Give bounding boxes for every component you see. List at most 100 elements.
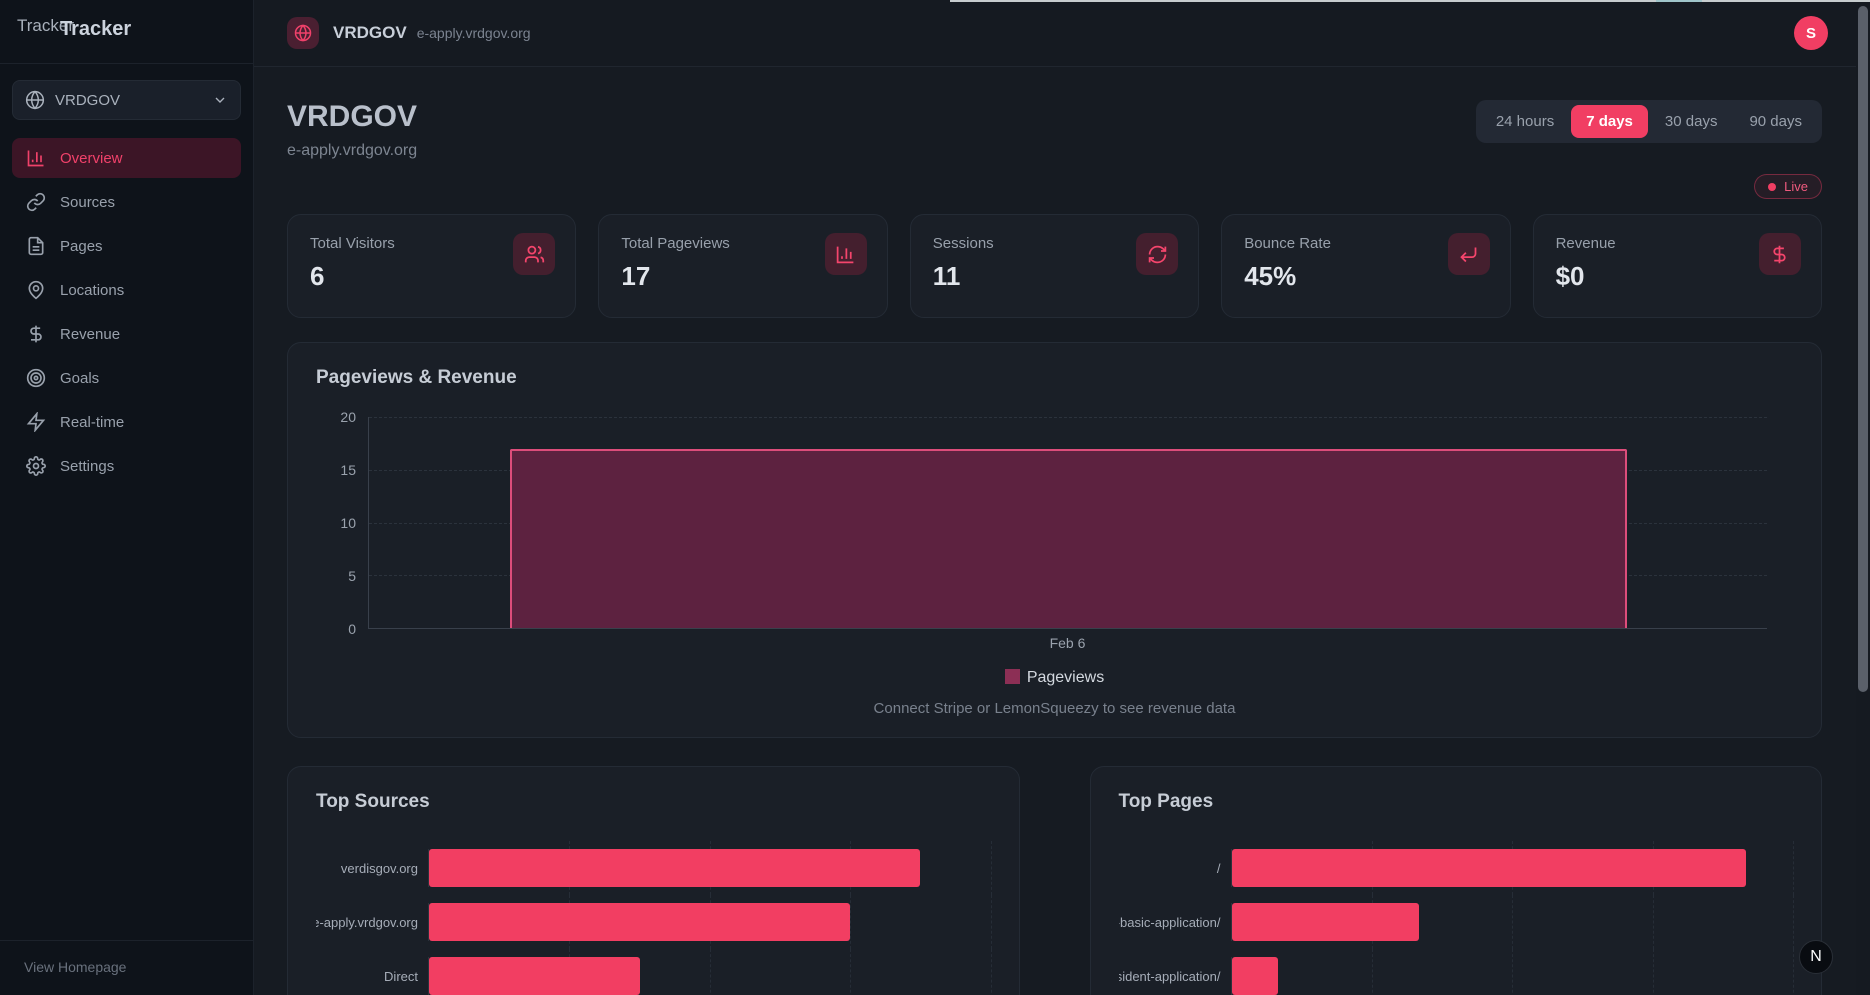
chart-x-axis: Feb 6 [368,635,1767,651]
stat-label: Bounce Rate [1244,235,1331,252]
pageviews-bar [510,448,1628,628]
dollar-icon [1758,233,1801,275]
pageviews-revenue-chart-card: Pageviews & Revenue 20 15 10 5 0 Feb 6 P… [287,342,1822,738]
view-homepage-link[interactable]: View Homepage [24,959,127,975]
zap-icon [26,412,46,432]
page-bar [1231,849,1747,887]
sidebar-footer: View Homepage [0,940,253,995]
sidebar-item-label: Sources [60,193,116,211]
top-sources-chart: verdisgov.org e-apply.vrdgov.org Direct [316,841,992,995]
y-tick: 5 [348,568,356,584]
users-icon [513,233,556,275]
source-label: e-apply.vrdgov.org [316,914,418,930]
time-range-selector: 24 hours 7 days 30 days 90 days [1475,100,1822,143]
page-row: resident-application/ [1119,949,1794,995]
bar-chart-icon [26,148,46,168]
sidebar-item-label: Locations [60,281,125,299]
live-badge-label: Live [1784,179,1808,194]
chart-title: Pageviews & Revenue [316,367,517,388]
y-tick: 20 [340,409,356,425]
chart-plot-area [368,417,1767,629]
sidebar-item-overview[interactable]: Overview [12,138,241,178]
window-top-edge [950,0,1870,2]
page-header: VRDGOV e-apply.vrdgov.org 24 hours 7 day… [287,100,1822,199]
time-range-30-days-button[interactable]: 30 days [1650,105,1733,138]
source-row: e-apply.vrdgov.org [316,895,992,949]
source-row: verdisgov.org [316,841,992,895]
top-pages-chart: / nt-basic-application/ resident-applica… [1119,841,1794,995]
sidebar: Tracker Tracker VRDGOV Overview Sources … [0,0,254,995]
stat-value: 17 [621,261,651,291]
x-tick: Feb 6 [1049,635,1086,651]
sidebar-item-revenue[interactable]: Revenue [12,314,241,354]
topbar: VRDGOV e-apply.vrdgov.org S [254,0,1870,67]
globe-icon [287,17,319,49]
stat-card-sessions: Sessions 11 [909,214,1200,318]
site-selector-label: VRDGOV [55,91,121,109]
app-logo-text: Tracker [60,18,132,40]
sidebar-item-label: Pages [60,237,103,255]
page-subtitle: e-apply.vrdgov.org [287,142,418,159]
bar-track [428,841,992,895]
source-label: verdisgov.org [340,860,418,876]
y-tick: 10 [340,515,356,531]
scrollbar-thumb[interactable] [1858,6,1868,692]
nextjs-dev-badge[interactable]: N [1799,940,1833,974]
app-logo-ghost-text: Tracker [17,16,74,35]
link-icon [26,192,46,212]
sidebar-item-sources[interactable]: Sources [12,182,241,222]
return-arrow-icon [1447,233,1490,275]
sidebar-item-goals[interactable]: Goals [12,358,241,398]
page-row: nt-basic-application/ [1119,895,1794,949]
stat-value: 45% [1244,261,1297,291]
user-avatar[interactable]: S [1794,16,1828,50]
stat-card-bounce-rate: Bounce Rate 45% [1221,214,1511,318]
map-pin-icon [26,280,46,300]
sidebar-item-label: Revenue [60,325,121,343]
pageviews-chart: 20 15 10 5 0 [316,409,1793,637]
bottom-grid: Top Sources verdisgov.org e-apply.vrdgov… [287,766,1822,995]
sidebar-nav: Overview Sources Pages Locations Revenue… [0,130,253,940]
sidebar-item-locations[interactable]: Locations [12,270,241,310]
page-label: resident-application/ [1118,968,1221,984]
topbar-site-domain: e-apply.vrdgov.org [416,25,531,41]
dollar-icon [26,324,46,344]
stat-label: Sessions [932,235,994,252]
sidebar-item-realtime[interactable]: Real-time [12,402,241,442]
live-status-badge: Live [1754,174,1822,199]
source-bar [429,849,921,887]
app-logo: Tracker Tracker [0,0,253,64]
top-sources-title: Top Sources [316,791,430,812]
sidebar-item-label: Real-time [60,413,125,431]
source-bar [429,957,640,995]
sidebar-item-pages[interactable]: Pages [12,226,241,266]
sidebar-item-settings[interactable]: Settings [12,446,241,486]
live-dot-icon [1768,182,1777,191]
stat-value: 6 [310,261,325,291]
page-bar [1231,903,1419,941]
stat-card-total-pageviews: Total Pageviews 17 [598,214,888,318]
sidebar-item-label: Overview [60,149,123,167]
gear-icon [26,456,46,476]
site-selector-dropdown[interactable]: VRDGOV [12,80,241,120]
page-label: nt-basic-application/ [1119,914,1221,930]
stat-label: Total Visitors [310,235,395,252]
top-sources-card: Top Sources verdisgov.org e-apply.vrdgov… [287,766,1020,995]
top-pages-title: Top Pages [1118,791,1214,812]
file-text-icon [26,236,46,256]
page-row: / [1119,841,1794,895]
y-tick: 0 [348,621,356,637]
stat-label: Total Pageviews [621,235,730,252]
top-pages-card: Top Pages / nt-basic-application/ [1089,766,1822,995]
stat-value: 11 [932,261,961,291]
source-label: Direct [384,968,418,984]
topbar-site-name: VRDGOV [333,23,407,42]
revenue-connect-note: Connect Stripe or LemonSqueezy to see re… [873,700,1236,717]
time-range-24-hours-button[interactable]: 24 hours [1481,105,1569,138]
bar-track [428,949,992,995]
bar-track [1230,841,1794,895]
time-range-7-days-button[interactable]: 7 days [1571,105,1648,138]
bar-track [428,895,992,949]
stat-value: $0 [1555,261,1585,291]
time-range-90-days-button[interactable]: 90 days [1734,105,1817,138]
